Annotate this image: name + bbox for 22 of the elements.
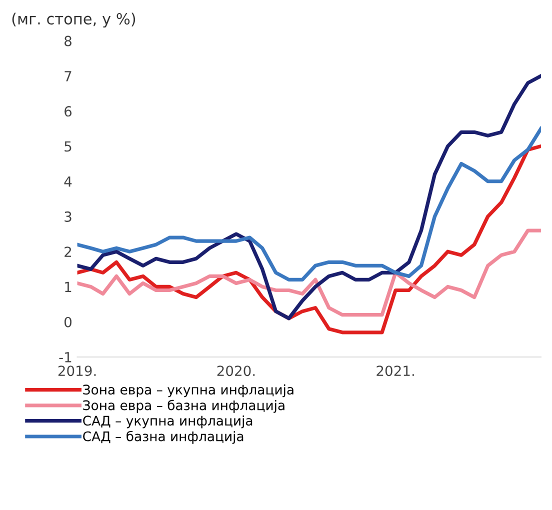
line-series [77,144,541,334]
y-tick-label: 1 [65,282,72,292]
legend-label: САД – базна инфлација [83,430,244,444]
y-tick-label: 7 [64,71,72,82]
line-series [77,126,541,282]
chart-subtitle: (мг. стопе, у %) [12,12,136,28]
y-tick-label: 2 [64,246,72,257]
y-tick-label: 3 [64,211,72,222]
y-tick-label: -1 [59,352,72,362]
y-tick-label: 0 [64,316,72,328]
legend-label: Зона евра – базна инфлација [83,400,284,413]
x-tick-label: 2019. [58,366,96,376]
x-tick-label: 2020. [217,366,255,376]
x-tick-label: 2021. [376,366,414,376]
legend-label: Зона евра – укупна инфлација [83,384,294,398]
y-tick-label: 4 [64,176,72,187]
y-tick-label: 8 [64,36,72,46]
y-tick-label: 5 [64,141,72,152]
legend-label: САД – укупна инфлација [83,415,252,428]
line-series [77,228,541,317]
line-series [77,74,541,320]
y-tick-label: 6 [64,106,72,117]
